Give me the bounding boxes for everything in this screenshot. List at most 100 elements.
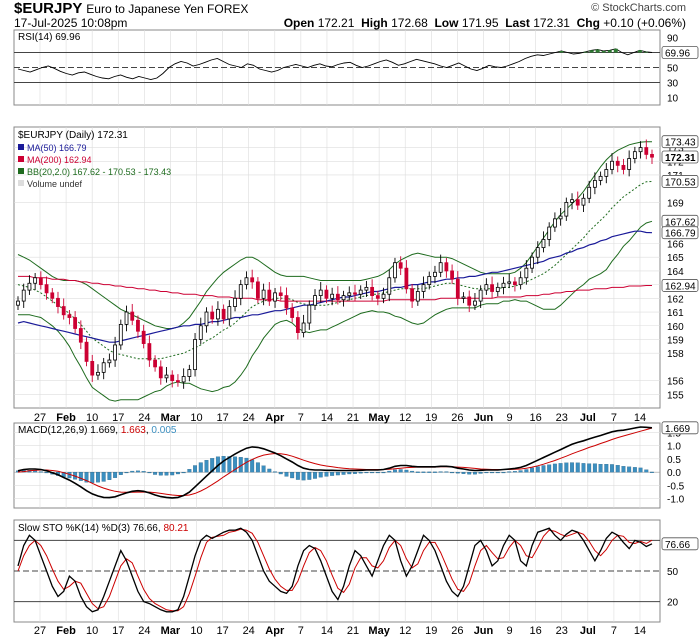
candle-body bbox=[444, 262, 449, 272]
macd-histogram-bar bbox=[124, 471, 129, 474]
candle-body bbox=[124, 311, 129, 325]
x-tick-label: 10 bbox=[86, 625, 98, 637]
macd-histogram-bar bbox=[530, 467, 535, 473]
candle-body bbox=[615, 160, 620, 166]
x-tick-label: 16 bbox=[530, 412, 542, 424]
macd-histogram-bar bbox=[427, 471, 432, 473]
bb-middle-line bbox=[17, 180, 653, 360]
price-value: 172.31 bbox=[665, 153, 696, 164]
candle-body bbox=[136, 319, 140, 332]
macd-value: 1.669 bbox=[665, 424, 690, 435]
candle-body bbox=[638, 147, 643, 153]
candle-body bbox=[33, 277, 38, 284]
macd-tick-label: 1.0 bbox=[667, 442, 681, 453]
macd-histogram-bar bbox=[370, 471, 375, 474]
candle-body bbox=[227, 306, 232, 320]
macd-histogram-bar bbox=[330, 471, 335, 476]
candle-body bbox=[507, 281, 512, 284]
macd-histogram-bar bbox=[250, 459, 255, 473]
candle-body bbox=[153, 359, 157, 368]
candle-body bbox=[187, 369, 192, 377]
ma200-line bbox=[18, 275, 652, 302]
candle-body bbox=[387, 277, 392, 295]
macd-histogram-bar bbox=[610, 464, 614, 473]
macd-histogram-bar bbox=[118, 471, 123, 475]
macd-histogram-bar bbox=[210, 458, 215, 473]
macd-histogram-bar bbox=[644, 469, 649, 473]
macd-histogram-bar bbox=[518, 470, 523, 473]
legend-swatch bbox=[18, 180, 24, 186]
macd-histogram-bar bbox=[335, 471, 340, 476]
macd-histogram-bar bbox=[358, 471, 363, 474]
macd-histogram-bar bbox=[307, 471, 312, 480]
macd-histogram-bar bbox=[490, 471, 495, 474]
macd-histogram-bar bbox=[273, 471, 277, 473]
macd-histogram-bar bbox=[547, 464, 552, 473]
candle-body bbox=[353, 292, 357, 295]
macd-histogram-bar bbox=[313, 471, 317, 479]
candle-body bbox=[233, 297, 237, 307]
macd-line bbox=[17, 426, 653, 499]
candle-body bbox=[530, 256, 534, 269]
candle-body bbox=[450, 270, 454, 280]
macd-value-box bbox=[661, 421, 699, 435]
open-value: 172.21 bbox=[317, 16, 355, 30]
x-tick-label: 7 bbox=[298, 625, 304, 637]
candle-body bbox=[301, 322, 306, 334]
candle-body bbox=[478, 289, 483, 302]
macd-panel-frame bbox=[13, 422, 661, 509]
candle-body bbox=[547, 226, 552, 240]
candle-body bbox=[335, 293, 340, 301]
candle-body bbox=[113, 344, 117, 361]
candle-body bbox=[313, 295, 317, 306]
macd-histogram-bar bbox=[638, 467, 643, 473]
bb-upper-line bbox=[17, 141, 652, 329]
candle-body bbox=[90, 360, 95, 376]
macd-histogram-bar bbox=[524, 469, 529, 473]
candle-body bbox=[307, 304, 312, 324]
rsi-legend: RSI(14) 69.96 bbox=[18, 32, 81, 43]
symbol-title: $EURJPY Euro to Japanese Yen FOREX bbox=[14, 0, 248, 17]
symbol-description: Euro to Japanese Yen FOREX bbox=[86, 2, 249, 16]
x-tick-label: 27 bbox=[34, 412, 46, 424]
x-tick-label: Feb bbox=[56, 412, 76, 424]
x-tick-label: 19 bbox=[425, 625, 437, 637]
candle-body bbox=[644, 147, 649, 155]
x-tick-label: 27 bbox=[34, 625, 46, 637]
x-tick-label: 14 bbox=[321, 412, 333, 424]
candle-body bbox=[181, 376, 186, 383]
candle-body bbox=[604, 169, 609, 177]
macd-histogram-bar bbox=[581, 463, 586, 473]
stoch-d-value: 80.21 bbox=[163, 523, 188, 534]
candle-body bbox=[324, 289, 329, 299]
candle-body bbox=[73, 317, 78, 329]
macd-histogram-bar bbox=[130, 470, 135, 473]
macd-histogram-bar bbox=[575, 462, 580, 473]
high-label: High bbox=[361, 16, 388, 30]
macd-histogram-bar bbox=[135, 470, 140, 473]
candle-body bbox=[170, 374, 175, 381]
macd-histogram-bar bbox=[290, 471, 295, 479]
price-value: 173.43 bbox=[665, 138, 696, 149]
candle-body bbox=[341, 295, 346, 301]
quote-date: 17-Jul-2025 10:08pm bbox=[14, 16, 128, 30]
candle-body bbox=[433, 271, 437, 277]
macd-histogram-bar bbox=[381, 471, 386, 474]
x-tick-label: 7 bbox=[298, 412, 304, 424]
price-tick-label: 160 bbox=[667, 322, 684, 333]
macd-tick-label: 0.5 bbox=[667, 455, 681, 466]
candle-body bbox=[16, 300, 20, 306]
macd-histogram-bar bbox=[267, 468, 272, 473]
candle-body bbox=[621, 164, 626, 170]
price-value: 167.62 bbox=[665, 217, 696, 228]
candle-body bbox=[564, 201, 569, 217]
macd-hist-value: 0.005 bbox=[151, 425, 176, 436]
candle-body bbox=[632, 151, 637, 159]
chg-label: Chg bbox=[576, 16, 600, 30]
stoch-k-line bbox=[17, 527, 653, 613]
x-tick-label: 14 bbox=[634, 412, 646, 424]
macd-histogram-bar bbox=[353, 471, 357, 474]
price-tick-label: 158 bbox=[667, 349, 684, 360]
macd-histogram-bar bbox=[632, 467, 637, 473]
macd-histogram-bar bbox=[141, 471, 146, 473]
